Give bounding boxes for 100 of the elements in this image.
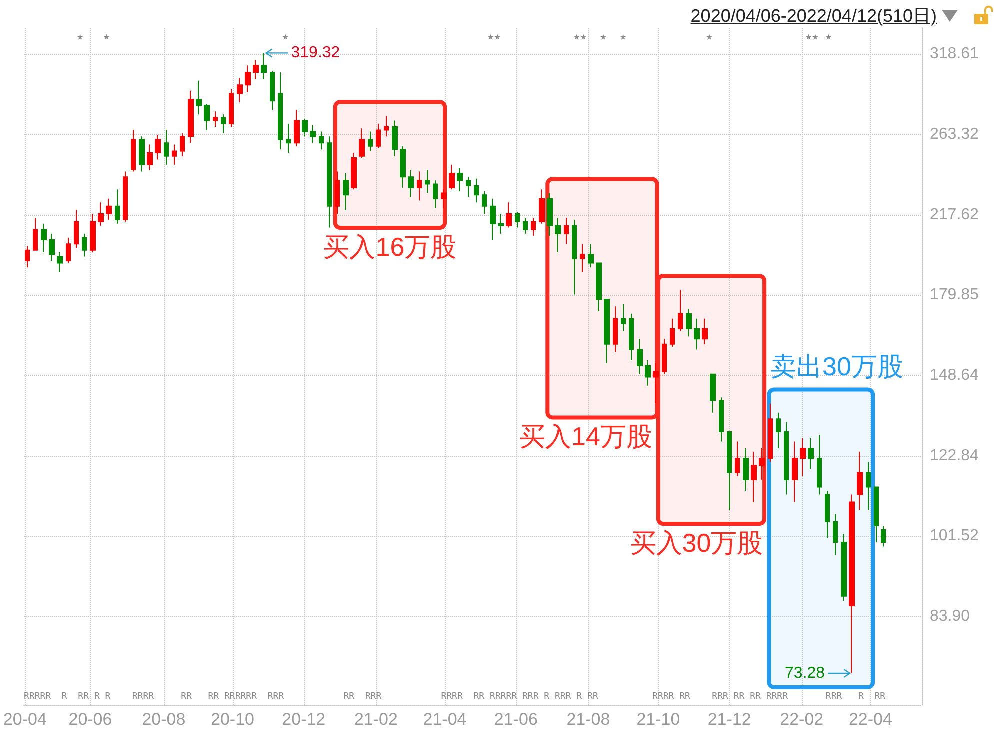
- candlestick: [637, 338, 643, 375]
- candlestick: [319, 131, 324, 150]
- candlestick: [531, 217, 536, 236]
- candlestick: [776, 412, 781, 449]
- x-tick-label: 20-12: [282, 710, 326, 729]
- annotation: ★ ★ ★ ★★ ★★ ★ ★ ★ ★★ ★: [76, 30, 832, 44]
- candlestick: [621, 304, 626, 332]
- candlestick: [743, 448, 749, 492]
- candlestick: [417, 171, 422, 202]
- candlestick: [74, 210, 79, 249]
- candlestick: [213, 111, 218, 128]
- candlestick: [237, 78, 243, 104]
- band-label: 卖出30万股: [770, 352, 904, 382]
- y-tick-label: 263.32: [930, 126, 980, 143]
- y-tick-label: 122.84: [930, 447, 980, 464]
- candlestick: [351, 152, 357, 190]
- candlestick: [57, 252, 63, 272]
- candlestick: [115, 189, 120, 224]
- candlestick: [604, 298, 610, 364]
- candlestick: [580, 244, 585, 272]
- candlestick: [400, 146, 406, 188]
- candlestick: [49, 233, 55, 262]
- candlestick: [547, 192, 553, 236]
- candlestick: [596, 262, 602, 312]
- candlestick: [41, 223, 47, 253]
- candlestick: [196, 80, 202, 116]
- candlestick: [727, 431, 732, 511]
- band-label: 买入30万股: [630, 528, 764, 558]
- candlestick: [147, 144, 153, 171]
- candlestick: [106, 198, 112, 220]
- candlestick: [90, 214, 96, 253]
- candlestick: [343, 173, 349, 211]
- candlestick: [653, 362, 659, 404]
- candlestick: [808, 438, 814, 470]
- candlestick: [310, 124, 316, 144]
- candlestick: [82, 233, 87, 258]
- candlestick: [261, 52, 267, 80]
- candlestick: [645, 360, 651, 386]
- candlestick: [784, 422, 789, 496]
- x-tick-label: 20-08: [142, 710, 186, 729]
- y-tick-label: 217.62: [930, 206, 980, 224]
- candlestick: [294, 110, 300, 147]
- candlestick: [172, 144, 177, 166]
- candlestick: [433, 180, 438, 209]
- y-tick-label: 148.64: [930, 366, 980, 384]
- candlestick: [441, 189, 447, 209]
- candlestick: [515, 212, 520, 228]
- candlestick: [278, 72, 283, 150]
- candlestick: [792, 441, 798, 503]
- candlestick: [359, 128, 365, 159]
- x-tick-label: 22-04: [848, 710, 892, 729]
- candlestick: [474, 178, 479, 204]
- candlestick: [564, 217, 569, 245]
- x-tick-label: 20-10: [211, 710, 254, 729]
- candlestick: [555, 217, 561, 253]
- candlestick: [392, 120, 398, 157]
- candlestick: [368, 131, 373, 152]
- annotation: 73.28: [784, 664, 826, 682]
- candlestick: [327, 136, 332, 228]
- candlestick: [662, 338, 667, 375]
- candlestick: [825, 490, 830, 539]
- candlestick: [286, 123, 291, 154]
- x-tick-label: 20-04: [3, 710, 47, 729]
- chart-title: 2020/04/06-2022/04/12(510日): [690, 5, 937, 28]
- candlestick: [490, 198, 496, 240]
- candlestick: [874, 486, 879, 543]
- candlestick: [204, 104, 210, 131]
- candlestick: [841, 534, 847, 602]
- candlestick: [188, 90, 194, 144]
- candlestick: [498, 214, 504, 234]
- y-tick-label: 101.52: [930, 528, 980, 545]
- candlestick: [506, 202, 512, 228]
- band-label: 买入16万股: [324, 232, 457, 262]
- candlestick: [678, 290, 683, 332]
- candlestick: [670, 318, 675, 348]
- candlestick: [33, 217, 38, 251]
- candlestick: [588, 244, 594, 268]
- candlestick: [384, 116, 389, 138]
- candlestick: [735, 441, 740, 477]
- x-tick-label: 21-08: [566, 710, 610, 729]
- candlestick: [694, 318, 700, 350]
- candlestick: [123, 171, 128, 222]
- candlestick: [523, 217, 528, 234]
- candlestick: [800, 438, 806, 477]
- candlestick: [629, 313, 634, 362]
- candlestick: [857, 451, 863, 511]
- candlestick: [139, 136, 145, 172]
- candlestick: [66, 237, 71, 264]
- annotation: RRRRR R RR R R RRRR RR RR RRRRRR RRR RR RRR RRRR RR RRRRR RRR R RRR R RR RRRR RR RRR RR RR RRRR RRR R RR: [24, 691, 886, 703]
- candlestick: [817, 434, 822, 496]
- candlestick: [457, 168, 463, 192]
- y-tick-label: 318.61: [930, 46, 980, 63]
- candlestick: [221, 114, 226, 134]
- x-tick-label: 21-10: [636, 710, 680, 729]
- candlestick: [719, 397, 724, 442]
- candlestick: [710, 374, 716, 414]
- candlestick: [270, 70, 275, 111]
- candlestick: [229, 88, 234, 128]
- candlestick: [131, 130, 136, 172]
- candlestick: [25, 246, 30, 268]
